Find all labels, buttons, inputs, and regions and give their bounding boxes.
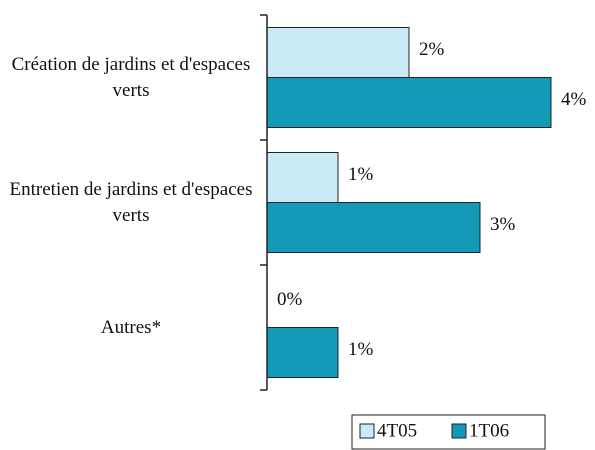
value-label: 1% (348, 164, 374, 185)
category-label: Autres* (100, 316, 162, 338)
value-label: 0% (277, 289, 303, 310)
legend-label: 4T05 (377, 420, 417, 441)
bar (266, 27, 410, 78)
value-label: 4% (561, 89, 587, 110)
value-label: 1% (348, 339, 374, 360)
bar (266, 77, 552, 128)
bar (266, 202, 481, 253)
category-label: Entretien de jardins et d'espaces verts (9, 178, 253, 226)
legend-box (351, 414, 546, 450)
legend-label: 1T06 (469, 420, 509, 441)
legend-swatch (359, 423, 375, 439)
legend-swatch (451, 423, 467, 439)
bar (266, 327, 339, 378)
category-label: Création de jardins et d'espaces verts (11, 53, 251, 101)
bar (266, 152, 339, 203)
value-label: 3% (490, 214, 516, 235)
value-label: 2% (419, 39, 445, 60)
